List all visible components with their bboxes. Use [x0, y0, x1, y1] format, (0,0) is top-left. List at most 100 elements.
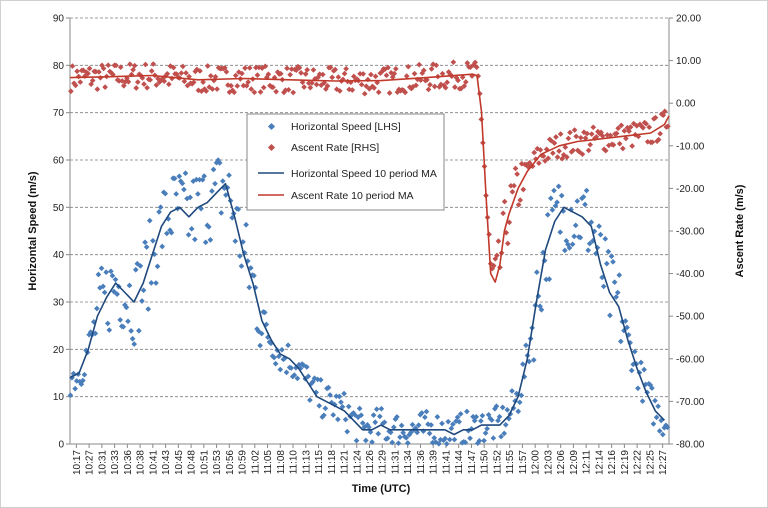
x-tick-label: 11:15	[314, 450, 325, 475]
speed-point	[403, 434, 410, 441]
ascent-point	[504, 240, 511, 247]
x-tick-label: 10:27	[85, 450, 96, 475]
x-tick-label: 10:36	[123, 450, 134, 475]
x-tick-label: 11:34	[403, 450, 414, 475]
x-tick-label: 12:09	[569, 450, 580, 475]
ascent-point	[72, 82, 79, 89]
ascent-point	[433, 62, 440, 69]
speed-point	[258, 330, 265, 337]
x-axis-title: Time (UTC)	[352, 483, 411, 495]
ascent-point	[472, 59, 478, 66]
ascent-point	[372, 73, 379, 80]
ascent-point	[514, 171, 520, 177]
speed-point	[534, 269, 540, 276]
speed-point	[196, 176, 203, 183]
y-left-tick-label: 10	[53, 392, 65, 403]
ascent-ma-line	[69, 73, 670, 283]
speed-point	[104, 320, 111, 327]
x-tick-label: 10:33	[110, 450, 121, 475]
ascent-point	[556, 148, 562, 154]
ascent-point	[239, 70, 245, 77]
y-left-tick-label: 90	[53, 14, 65, 25]
speed-point	[394, 414, 400, 420]
x-tick-label: 11:10	[289, 450, 300, 475]
legend: Horizontal Speed [LHS] Ascent Rate [RHS]…	[246, 113, 445, 211]
speed-point	[638, 359, 644, 366]
speed-point	[303, 364, 310, 370]
speed-point	[434, 414, 441, 420]
ascent-point	[623, 135, 629, 142]
speed-point	[456, 418, 462, 425]
speed-point	[291, 372, 298, 378]
speed-point	[450, 421, 456, 428]
x-tick-label: 10:31	[97, 450, 108, 475]
speed-point	[442, 435, 448, 442]
x-tick-label: 10:17	[72, 450, 83, 475]
speed-point	[439, 420, 445, 427]
ascent-point	[209, 86, 216, 92]
speed-point	[235, 206, 242, 212]
speed-point	[358, 412, 365, 419]
speed-point	[112, 276, 119, 283]
ascent-point	[223, 69, 230, 75]
y-right-tick-label: -30.00	[676, 227, 705, 238]
speed-point	[188, 226, 195, 232]
x-tick-label: 12:14	[594, 450, 605, 475]
speed-point	[237, 253, 243, 259]
speed-point	[418, 410, 425, 416]
y-right-tick-label: 10.00	[676, 56, 701, 67]
speed-point	[375, 430, 382, 437]
ascent-point	[231, 89, 237, 96]
ascent-point	[665, 123, 671, 130]
speed-point	[448, 425, 455, 432]
ascent-point	[131, 62, 138, 69]
ascent-point	[403, 73, 410, 79]
speed-point	[150, 237, 156, 244]
ascent-point	[616, 140, 623, 147]
ascent-point	[329, 74, 335, 81]
ascent-point	[242, 65, 248, 71]
ascent-point	[500, 210, 506, 217]
x-tick-label: 11:29	[378, 450, 389, 475]
speed-point	[482, 430, 489, 436]
speed-point	[67, 392, 74, 399]
x-tick-label: 10:45	[174, 450, 185, 475]
speed-point	[201, 173, 207, 179]
ascent-point	[240, 82, 247, 89]
ascent-point	[134, 79, 141, 85]
y-left-tick-label: 50	[53, 203, 65, 214]
speed-point	[546, 276, 553, 282]
y-right-tick-label: -10.00	[676, 141, 705, 152]
ascent-point	[183, 70, 189, 76]
x-tick-label: 11:08	[276, 450, 287, 475]
speed-point	[257, 342, 263, 349]
ascent-point	[571, 127, 578, 133]
ascent-point	[428, 66, 435, 72]
x-tick-label: 10:51	[199, 450, 210, 475]
x-tick-label: 12:27	[658, 450, 669, 475]
speed-point	[372, 419, 379, 426]
x-tick-label: 11:31	[390, 450, 401, 475]
ascent-point	[411, 70, 418, 77]
x-tick-label: 11:18	[327, 450, 338, 475]
x-tick-label: 11:13	[301, 450, 312, 475]
ascent-point	[420, 67, 427, 74]
speed-point	[322, 405, 329, 412]
speed-point	[602, 236, 609, 242]
ascent-point	[287, 71, 293, 78]
ascent-point	[383, 72, 390, 79]
moving-average-lines	[69, 73, 670, 436]
ascent-point	[69, 63, 76, 69]
y-right-tick-label: 20.00	[676, 14, 701, 25]
y-right-tick-label: -40.00	[676, 269, 705, 280]
axes	[66, 17, 673, 448]
y-left-tick-label: 60	[53, 156, 65, 167]
y-left-tick-label: 70	[53, 108, 65, 119]
speed-point	[585, 247, 592, 254]
speed-point	[366, 424, 372, 431]
speed-point	[397, 434, 403, 440]
y-right-tick-label: -50.00	[676, 312, 705, 323]
speed-point	[423, 408, 430, 415]
ascent-point	[153, 82, 160, 88]
speed-point	[467, 435, 473, 442]
